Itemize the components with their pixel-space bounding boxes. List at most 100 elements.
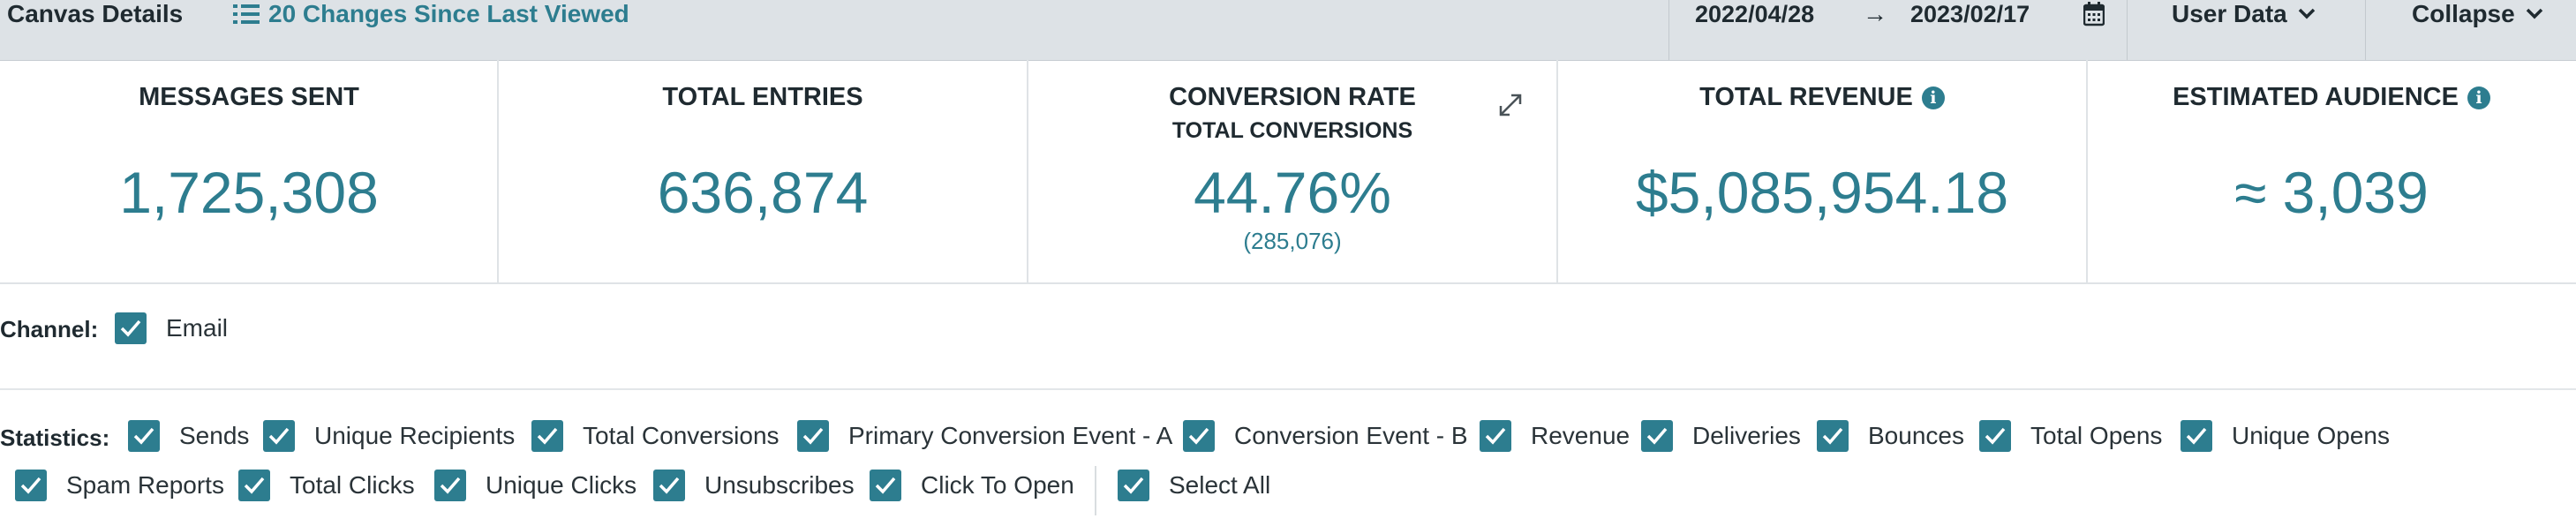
statistic-checkbox-total-clicks[interactable]: Total Clicks — [238, 470, 415, 501]
checkbox-checked-icon — [870, 470, 901, 501]
stat-value: 636,874 — [657, 160, 869, 225]
checkbox-label: Primary Conversion Event - A — [848, 422, 1173, 449]
stat-estimated-audience: ESTIMATED AUDIENCE i ≈ 3,039 — [2087, 60, 2576, 282]
channel-label: Channel: — [0, 316, 99, 342]
checkbox-checked-icon — [115, 312, 147, 344]
checkbox-label: Bounces — [1868, 422, 1964, 449]
statistic-checkbox-click-to-open[interactable]: Click To Open — [870, 470, 1074, 501]
statistic-checkbox-unique-recipients[interactable]: Unique Recipients — [263, 420, 515, 452]
checkbox-checked-icon — [531, 420, 563, 452]
checkbox-label: Total Clicks — [290, 471, 415, 499]
checkbox-checked-icon — [263, 420, 295, 452]
statistic-checkbox-bounces[interactable]: Bounces — [1817, 420, 1964, 452]
checkbox-checked-icon — [797, 420, 829, 452]
checkbox-label: Total Opens — [2030, 422, 2163, 449]
stat-conversion-rate: CONVERSION RATE TOTAL CONVERSIONS 44.76%… — [1028, 60, 1557, 282]
stat-label: TOTAL ENTRIES — [662, 83, 863, 111]
date-range-arrow: → — [1863, 0, 1887, 27]
stat-label: TOTAL REVENUE — [1699, 83, 1913, 111]
checkbox-checked-icon — [1118, 470, 1149, 501]
stat-sublabel: TOTAL CONVERSIONS — [1171, 118, 1413, 143]
statistic-checkbox-unique-clicks[interactable]: Unique Clicks — [434, 470, 636, 501]
checkbox-label: Sends — [179, 422, 250, 449]
stat-value: 1,725,308 — [119, 160, 379, 225]
checkbox-label: Revenue — [1531, 422, 1631, 449]
collapse-button[interactable]: Collapse — [2412, 0, 2543, 28]
header-divider — [2127, 0, 2128, 60]
checkbox-checked-icon — [1183, 420, 1215, 452]
stats-summary: MESSAGES SENT 1,725,308 TOTAL ENTRIES 63… — [0, 60, 2576, 284]
statistics-label: Statistics: — [0, 425, 110, 451]
statistic-checkbox-total-opens[interactable]: Total Opens — [1979, 420, 2162, 452]
checkbox-checked-icon — [434, 470, 466, 501]
stat-messages-sent: MESSAGES SENT 1,725,308 — [0, 60, 498, 282]
stat-value: 44.76% — [1194, 160, 1391, 225]
changes-label: 20 Changes Since Last Viewed — [268, 0, 629, 27]
checkbox-label: Unique Clicks — [486, 471, 637, 499]
statistic-checkbox-primary-conversion-event-a[interactable]: Primary Conversion Event - A — [797, 420, 1172, 452]
stat-label-row: ESTIMATED AUDIENCE i — [2087, 83, 2576, 112]
section-divider — [0, 388, 2576, 390]
stat-total-entries: TOTAL ENTRIES 636,874 — [498, 60, 1028, 282]
user-data-label: User Data — [2172, 0, 2287, 27]
checkbox-label: Select All — [1169, 471, 1271, 499]
checkbox-label: Conversion Event - B — [1234, 422, 1468, 449]
statistic-checkbox-select-all[interactable]: Select All — [1118, 470, 1270, 501]
stat-label: MESSAGES SENT — [139, 83, 359, 111]
stat-label: ESTIMATED AUDIENCE — [2173, 83, 2459, 111]
statistic-checkbox-conversion-event-b[interactable]: Conversion Event - B — [1183, 420, 1468, 452]
header-divider — [1668, 0, 1669, 60]
expand-icon[interactable] — [1497, 92, 1524, 118]
statistic-checkbox-deliveries[interactable]: Deliveries — [1641, 420, 1801, 452]
info-icon[interactable]: i — [2467, 86, 2490, 109]
checkbox-label: Unique Opens — [2232, 422, 2391, 449]
info-icon[interactable]: i — [1921, 86, 1945, 109]
stat-label-row: TOTAL REVENUE i — [1557, 83, 2087, 112]
select-all-divider — [1095, 466, 1096, 515]
statistic-checkbox-unique-opens[interactable]: Unique Opens — [2181, 420, 2390, 452]
stat-divider — [1556, 60, 1558, 282]
stat-value: ≈ 3,039 — [2234, 160, 2429, 225]
checkbox-label: Spam Reports — [66, 471, 224, 499]
statistic-checkbox-unsubscribes[interactable]: Unsubscribes — [653, 470, 855, 501]
stat-divider — [497, 60, 499, 282]
checkbox-checked-icon — [653, 470, 685, 501]
checkbox-label: Unsubscribes — [704, 471, 855, 499]
checkbox-checked-icon — [1817, 420, 1849, 452]
user-data-dropdown[interactable]: User Data — [2172, 0, 2316, 28]
chevron-down-icon — [2298, 8, 2315, 19]
statistic-checkbox-revenue[interactable]: Revenue — [1480, 420, 1630, 452]
canvas-header-bar: Canvas Details 20 Changes Since Last Vie… — [0, 0, 2576, 61]
checkbox-label: Click To Open — [921, 471, 1074, 499]
collapse-label: Collapse — [2412, 0, 2515, 27]
chevron-down-icon — [2526, 8, 2542, 19]
stat-subvalue: (285,076) — [1243, 228, 1342, 254]
checkbox-label: Deliveries — [1692, 422, 1801, 449]
checkbox-label: Total Conversions — [583, 422, 780, 449]
date-end[interactable]: 2023/02/17 — [1910, 1, 2030, 27]
calendar-button[interactable] — [2083, 0, 2105, 28]
stat-value: $5,085,954.18 — [1635, 160, 2009, 225]
checkbox-label: Email — [166, 314, 229, 342]
checkbox-checked-icon — [128, 420, 160, 452]
checkbox-checked-icon — [1480, 420, 1511, 452]
calendar-icon — [2083, 2, 2105, 26]
date-start[interactable]: 2022/04/28 — [1695, 1, 1815, 27]
header-divider — [2365, 0, 2366, 60]
list-icon — [233, 4, 260, 24]
page-title: Canvas Details — [7, 0, 184, 27]
checkbox-checked-icon — [238, 470, 270, 501]
checkbox-checked-icon — [2181, 420, 2212, 452]
changes-since-viewed-link[interactable]: 20 Changes Since Last Viewed — [233, 0, 629, 28]
checkbox-label: Unique Recipients — [314, 422, 516, 449]
stat-label: CONVERSION RATE — [1169, 83, 1416, 111]
stat-total-revenue: TOTAL REVENUE i $5,085,954.18 — [1557, 60, 2087, 282]
statistic-checkbox-total-conversions[interactable]: Total Conversions — [531, 420, 780, 452]
checkbox-checked-icon — [1979, 420, 2011, 452]
stat-divider — [2086, 60, 2088, 282]
statistic-checkbox-sends[interactable]: Sends — [128, 420, 249, 452]
channel-checkbox-email[interactable]: Email — [115, 312, 228, 344]
checkbox-checked-icon — [1641, 420, 1673, 452]
stat-divider — [1027, 60, 1028, 282]
statistic-checkbox-spam-reports[interactable]: Spam Reports — [15, 470, 224, 501]
